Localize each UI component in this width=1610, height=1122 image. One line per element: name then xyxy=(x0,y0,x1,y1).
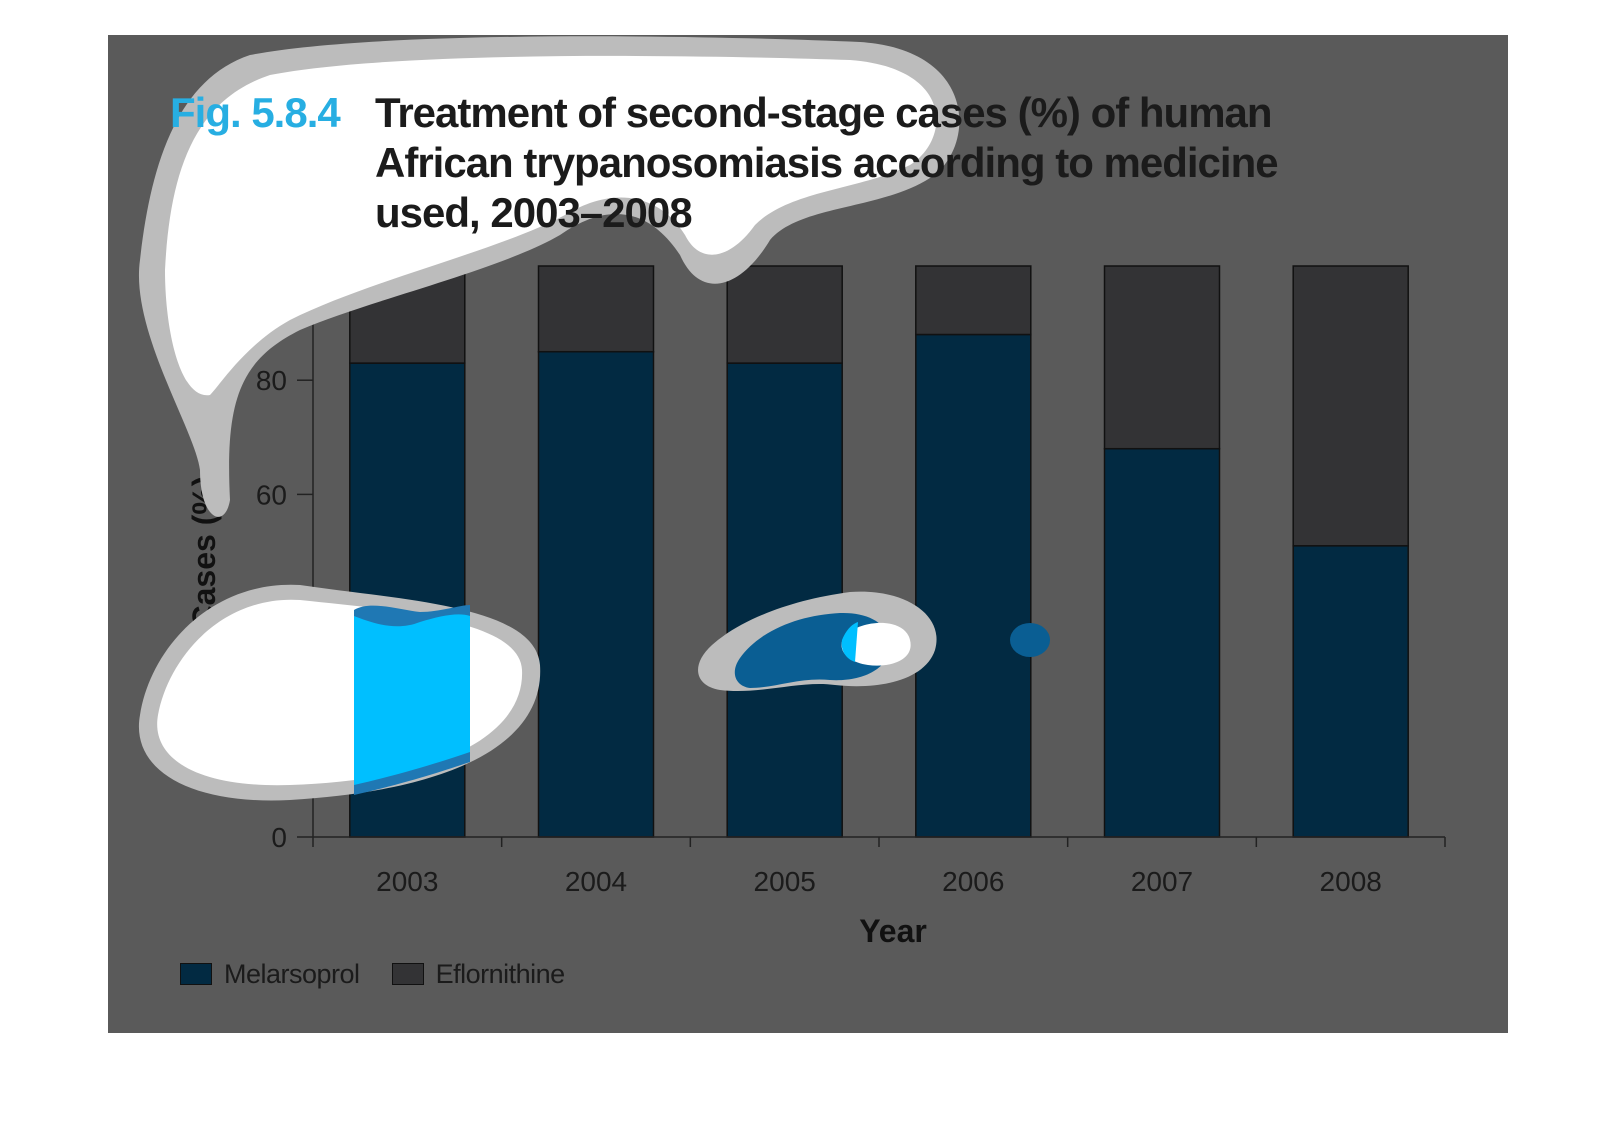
legend-item-eflornithine: Eflornithine xyxy=(391,958,566,990)
figure-title: Treatment of second-stage cases (%) of h… xyxy=(375,89,1279,236)
y-tick-label-100: 100 xyxy=(240,251,287,282)
bar-melarsoprol-2006 xyxy=(915,333,1032,838)
x-tick-label-2008: 2008 xyxy=(1320,866,1382,897)
x-tick-label-2007: 2007 xyxy=(1131,866,1193,897)
y-axis-title: Cases (%) xyxy=(186,476,222,629)
y-tick-label-20: 20 xyxy=(256,708,287,739)
y-tick-label-80: 80 xyxy=(256,365,287,396)
y-tick-label-40: 40 xyxy=(256,594,287,625)
x-tick-label-2005: 2005 xyxy=(754,866,816,897)
bar-melarsoprol-2007 xyxy=(1103,447,1221,838)
bar-eflornithine-2007 xyxy=(1103,265,1221,450)
x-axis-title: Year xyxy=(859,913,927,949)
legend-label-melarsoprol: Melarsoprol xyxy=(224,958,360,989)
bar-melarsoprol-2008 xyxy=(1292,545,1409,838)
x-tick-label-2003: 2003 xyxy=(376,866,438,897)
figure-number: Fig. 5.8.4 xyxy=(170,89,341,136)
legend: Melarsoprol Eflornithine xyxy=(180,956,597,992)
bar-melarsoprol-2004 xyxy=(537,350,655,838)
bar-eflornithine-2006 xyxy=(915,265,1032,336)
x-tick-label-2006: 2006 xyxy=(942,866,1004,897)
legend-swatch-eflornithine xyxy=(391,963,424,985)
bar-eflornithine-2005 xyxy=(726,265,843,364)
bar-eflornithine-2003 xyxy=(349,265,466,364)
legend-label-eflornithine: Eflornithine xyxy=(435,958,566,989)
legend-item-melarsoprol: Melarsoprol xyxy=(180,959,360,990)
bar-melarsoprol-2005 xyxy=(726,362,843,838)
y-tick-label-0: 0 xyxy=(271,822,287,853)
legend-swatch-melarsoprol xyxy=(180,963,212,985)
bar-eflornithine-2004 xyxy=(537,265,655,353)
y-tick-label-60: 60 xyxy=(256,479,287,510)
bar-melarsoprol-2003 xyxy=(349,362,466,838)
bars-layer xyxy=(349,265,1409,838)
bar-eflornithine-2008 xyxy=(1292,265,1409,547)
x-tick-label-2004: 2004 xyxy=(565,866,627,897)
